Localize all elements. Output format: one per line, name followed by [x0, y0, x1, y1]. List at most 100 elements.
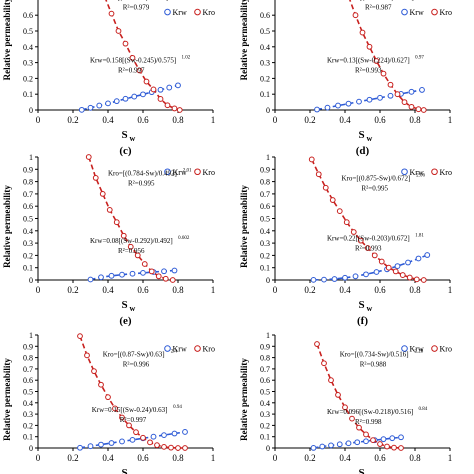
krw-fit-line: [316, 89, 423, 111]
x-tick-label: 0.6: [137, 115, 149, 125]
x-tick-label: 1: [448, 285, 453, 295]
kro-data-point: [120, 232, 127, 239]
krw-data-point: [321, 276, 327, 283]
krw-data-point: [119, 438, 125, 445]
krw-data-point: [314, 106, 320, 113]
kro-data-point: [91, 368, 97, 375]
panel-label: (f): [357, 315, 368, 327]
x-axis-title: S: [359, 129, 365, 141]
krw-data-point: [415, 255, 422, 262]
kro-data-point: [84, 352, 90, 359]
x-tick-label: 0.4: [102, 453, 114, 463]
y-tick-label: 0: [266, 276, 270, 285]
y-tick-label: 0.5: [260, 388, 270, 397]
krw-exponent: 0.602: [178, 236, 190, 241]
y-tick-label: 0.5: [260, 27, 270, 36]
y-tick-label: 0: [266, 106, 270, 115]
krw-data-point: [175, 82, 181, 89]
krw-r2: R²=0.998: [355, 418, 382, 426]
kro-data-point: [175, 445, 181, 451]
y-tick-label: 0.4: [260, 399, 270, 408]
x-tick-label: 0.8: [409, 453, 421, 463]
kro-data-point: [126, 422, 132, 429]
chart-panel-6: 0 0.1 0.2 0.3 0.4 0.5 0.6 0.7 0.8 0.9 1 0 0.2 0.4 0.6 0…: [239, 331, 452, 474]
kro-data-point: [147, 439, 153, 446]
x-tick-label: 0.6: [137, 453, 149, 463]
kro-data-point: [328, 377, 334, 384]
kro-data-point: [366, 43, 373, 50]
kro-data-point: [401, 99, 408, 105]
x-tick-label: 0.2: [67, 285, 78, 295]
y-tick-label: 0.8: [23, 178, 33, 187]
krw-data-point: [129, 436, 136, 443]
y-tick-label: 0.5: [23, 27, 33, 36]
kro-data-point: [122, 40, 129, 47]
y-tick-label: 0.6: [23, 11, 33, 20]
kro-data-point: [106, 206, 113, 213]
kro-data-point: [322, 184, 329, 191]
krw-data-point: [87, 443, 94, 450]
kro-data-point: [335, 391, 341, 398]
kro-data-point: [415, 106, 422, 113]
y-tick-label: 0.9: [23, 342, 33, 351]
legend-kro-label: Kro: [203, 345, 215, 354]
y-tick-label: 0.3: [260, 410, 270, 419]
y-tick-label: 0.4: [260, 43, 270, 52]
y-tick-label: 0.2: [260, 251, 270, 260]
krw-data-point: [398, 434, 404, 441]
kro-data-point: [127, 243, 134, 250]
kro-data-point: [380, 70, 387, 77]
x-tick-label: 0.8: [172, 115, 184, 125]
y-axis-title: Relative permeability: [239, 0, 249, 80]
x-tick-label: 0.4: [339, 453, 351, 463]
kro-data-point: [364, 245, 371, 251]
krw-data-point: [377, 94, 383, 101]
kro-data-point: [133, 429, 139, 436]
panel-label: (c): [119, 145, 132, 157]
x-axis-title-subscript: w: [130, 304, 136, 313]
kro-data-point: [119, 414, 125, 421]
kro-equation: Kro=[(0.82-Sw)/0.575]: [103, 0, 168, 1]
y-tick-label: 0.5: [23, 215, 33, 224]
krw-data-point: [96, 102, 103, 109]
y-tick-label: 0.3: [260, 59, 270, 68]
y-tick-label: 1: [266, 331, 270, 340]
y-tick-label: 0.1: [260, 264, 270, 273]
x-tick-label: 0.8: [172, 285, 184, 295]
y-tick-label: 0.1: [23, 433, 33, 442]
x-axis-title: S: [122, 299, 128, 311]
y-tick-label: 0.8: [23, 354, 33, 363]
krw-data-point: [335, 102, 341, 109]
x-axis-title: S: [359, 467, 365, 474]
x-tick-label: 0.6: [137, 285, 149, 295]
y-tick-label: 0: [29, 106, 33, 115]
chart-panel-1: 0 0.1 0.2 0.3 0.4 0.5 0.6 0 0.2 0.4 0.6 0.8 1 Relativ…: [2, 0, 215, 157]
x-tick-label: 0.4: [339, 115, 351, 125]
krw-data-point: [310, 444, 317, 451]
krw-data-point: [373, 269, 380, 275]
y-tick-label: 0.6: [260, 202, 270, 211]
krw-data-point: [157, 86, 164, 93]
y-tick-label: 0.2: [23, 421, 33, 430]
krw-data-point: [166, 84, 173, 91]
y-tick-label: 0.4: [23, 399, 33, 408]
krw-fit-line: [79, 431, 186, 449]
x-tick-label: 0.8: [172, 453, 184, 463]
kro-data-point: [314, 341, 320, 347]
krw-data-point: [150, 433, 157, 440]
krw-data-point: [171, 267, 178, 274]
y-tick-label: 0.7: [260, 365, 270, 374]
kro-data-point: [155, 273, 162, 280]
krw-data-point: [356, 98, 362, 105]
kro-data-point: [98, 381, 104, 388]
krw-data-point: [345, 100, 352, 107]
kro-exponent: 2.28: [414, 349, 423, 354]
kro-data-point: [168, 444, 174, 451]
legend-kro-label: Kro: [203, 8, 215, 17]
x-tick-label: 0: [36, 285, 41, 295]
x-axis-title-subscript: w: [130, 472, 136, 474]
x-axis-title: S: [122, 467, 128, 474]
kro-data-point: [357, 237, 364, 244]
x-tick-label: 0.8: [409, 285, 421, 295]
kro-r2: R²=0.995: [128, 179, 155, 187]
